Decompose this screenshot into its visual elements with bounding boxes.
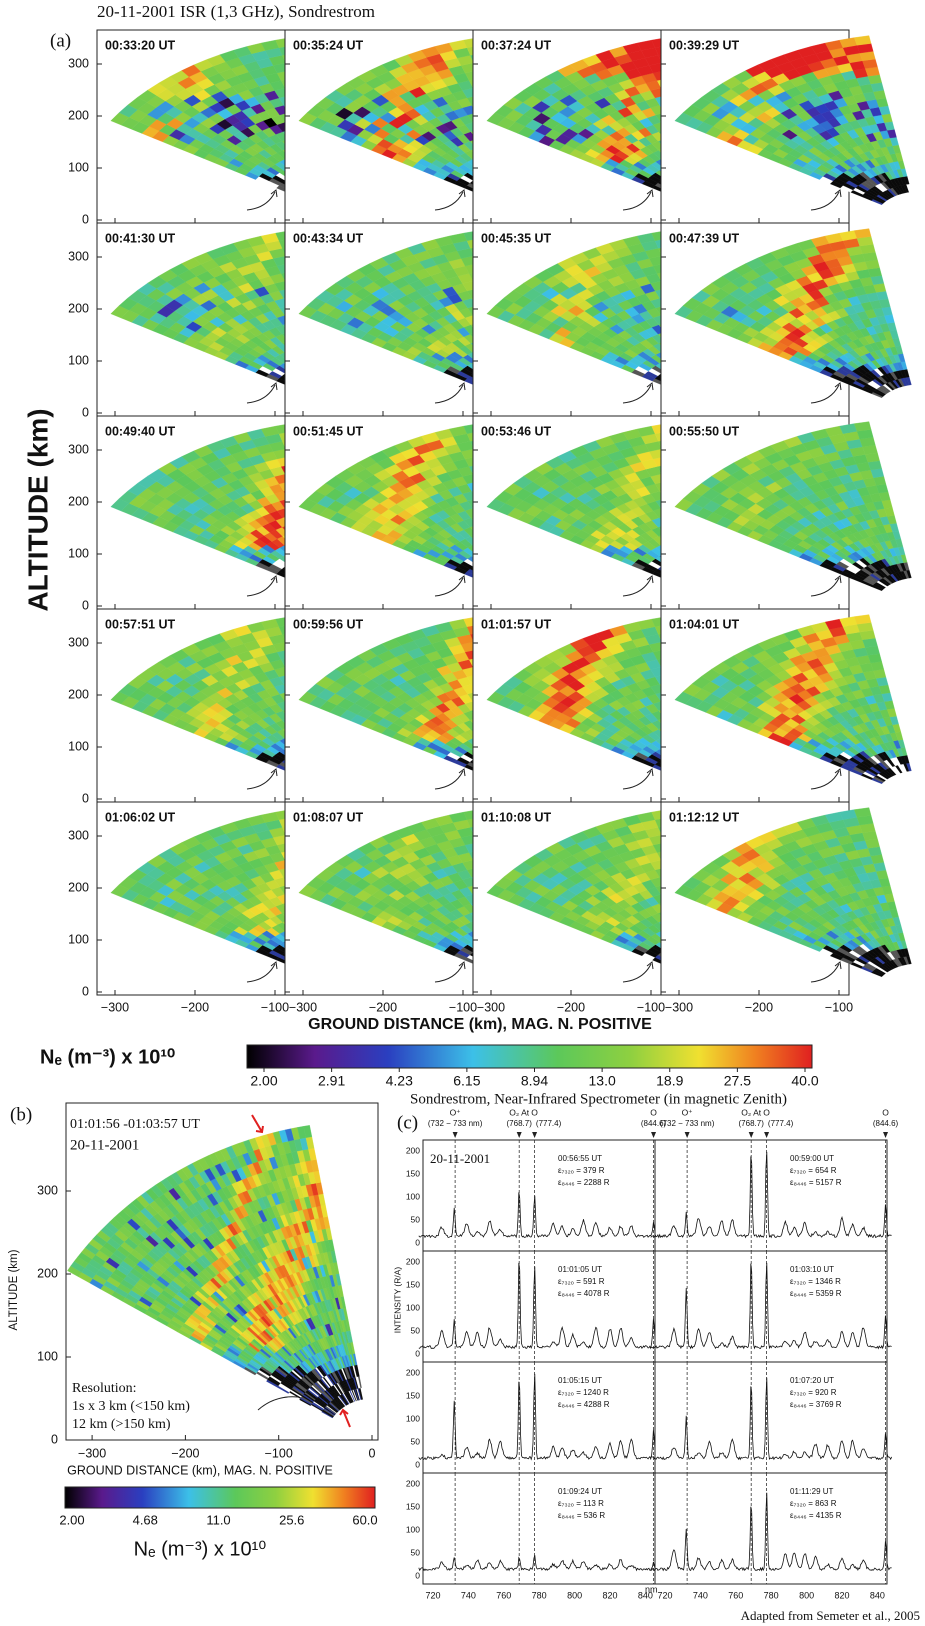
y-tick-label: 100 bbox=[68, 739, 89, 753]
y-tick-label: 200 bbox=[68, 301, 89, 315]
y-tick-label: 300 bbox=[68, 56, 89, 70]
timestamp: 00:51:45 UT bbox=[293, 424, 364, 438]
y-tick-label: 300 bbox=[68, 249, 89, 263]
timestamp: 00:45:35 UT bbox=[481, 231, 552, 245]
timestamp: 00:35:24 UT bbox=[293, 38, 364, 52]
timestamp: 00:39:29 UT bbox=[669, 38, 740, 52]
y-tick-label: 300 bbox=[68, 635, 89, 649]
timestamp: 00:47:39 UT bbox=[669, 231, 740, 245]
y-tick-label: 200 bbox=[68, 108, 89, 122]
y-tick-label: 300 bbox=[68, 442, 89, 456]
radar-panel: 00:39:29 UT bbox=[661, 30, 911, 223]
y-tick-label: 100 bbox=[68, 353, 89, 367]
timestamp: 00:59:56 UT bbox=[293, 617, 364, 631]
y-tick-label: 0 bbox=[82, 791, 89, 805]
timestamp: 00:41:30 UT bbox=[105, 231, 176, 245]
timestamp: 00:37:24 UT bbox=[481, 38, 552, 52]
y-tick-label: 200 bbox=[68, 494, 89, 508]
radar-panel: 01:04:01 UT bbox=[661, 609, 911, 802]
radar-panel: 00:47:39 UT bbox=[661, 223, 911, 416]
y-tick-label: 0 bbox=[82, 212, 89, 226]
y-tick-label: 200 bbox=[68, 687, 89, 701]
y-tick-label: 100 bbox=[68, 546, 89, 560]
y-tick-label: 0 bbox=[82, 598, 89, 612]
timestamp: 00:55:50 UT bbox=[669, 424, 740, 438]
density-cell bbox=[854, 422, 871, 432]
figure-title: 20-11-2001 ISR (1,3 GHz), Sondrestrom bbox=[97, 2, 375, 21]
timestamp: 00:49:40 UT bbox=[105, 424, 176, 438]
radar-panel: 00:55:50 UT bbox=[661, 416, 911, 609]
density-cell bbox=[854, 229, 871, 239]
timestamp: 00:57:51 UT bbox=[105, 617, 176, 631]
density-cell bbox=[854, 36, 871, 46]
timestamp: 00:53:46 UT bbox=[481, 424, 552, 438]
timestamp: 00:33:20 UT bbox=[105, 38, 176, 52]
panel-label: (a) bbox=[50, 30, 71, 51]
timestamp: 01:01:57 UT bbox=[481, 617, 552, 631]
timestamp: 00:43:34 UT bbox=[293, 231, 364, 245]
y-tick-label: 100 bbox=[68, 160, 89, 174]
y-tick-label: 0 bbox=[82, 405, 89, 419]
